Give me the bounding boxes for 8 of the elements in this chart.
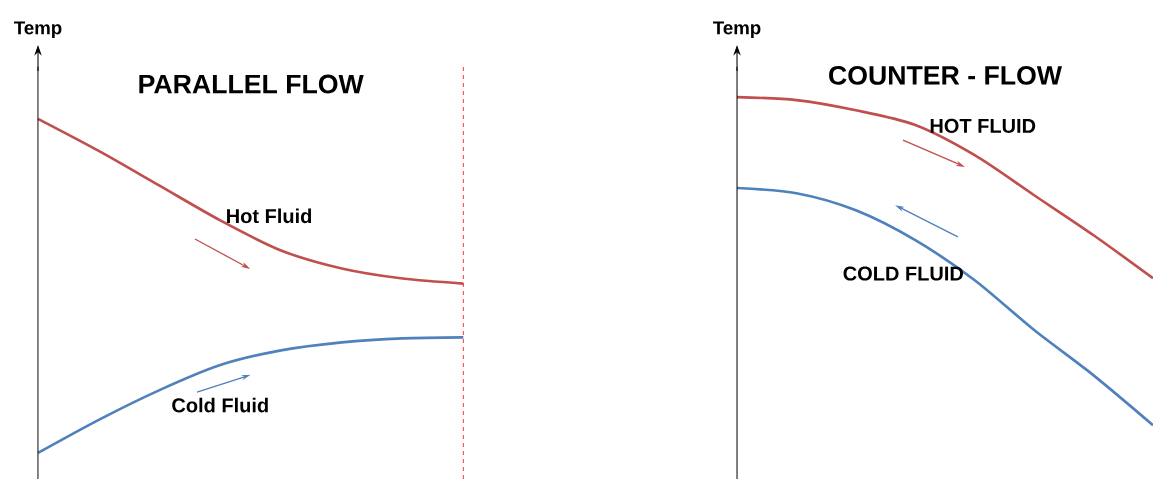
y-axis-title: Temp [14,21,62,39]
legend-label: Cold Fluid [172,397,268,413]
series-label: Hot Fluid [227,208,312,224]
y-axis-title: Temp [713,21,761,39]
series-label: HOT FLUID [930,118,1036,133]
chart-title: PARALLEL FLOW [139,74,364,94]
series-label: COLD FLUID [843,266,963,281]
chart-title: COUNTER - FLOW [829,65,1062,85]
